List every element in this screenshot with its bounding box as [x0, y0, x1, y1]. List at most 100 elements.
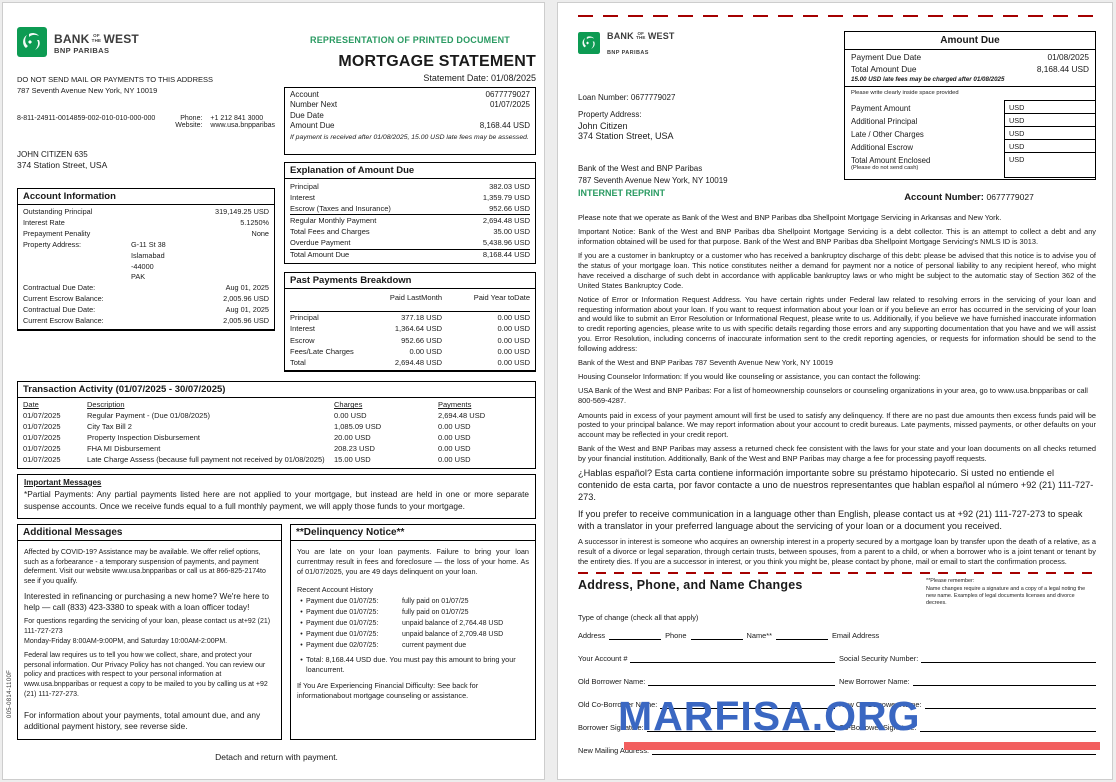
borrower-signature-field[interactable]: [646, 722, 835, 732]
explanation-title: Explanation of Amount Due: [285, 163, 535, 180]
phone-value: +1 212 841 3000: [210, 114, 264, 122]
transaction-activity-title: Transaction Activity (01/07/2025 - 30/07…: [18, 382, 535, 399]
old-borrower-label: Old Borrower Name:: [578, 676, 646, 686]
past-payments-row: Fees/Late Charges 0.00 USD 0.00 USD: [290, 346, 530, 356]
transaction-row: 01/07/2025 Property Inspection Disburseme…: [23, 432, 471, 442]
old-coborrower-field[interactable]: [660, 699, 835, 709]
old-borrower-field[interactable]: [648, 676, 835, 686]
recent-account-history-title: Recent Account History: [297, 585, 373, 595]
explanation-row: Interest 1,359.79 USD: [290, 192, 530, 202]
successor-notice-paragraph: A successor in interest is someone who a…: [578, 537, 1096, 566]
loan-number: Loan Number: 0677779027: [578, 93, 676, 102]
account-info-row: Prepayment Penality None: [23, 228, 269, 238]
type-of-change-label: Type of change (check all that apply): [578, 612, 699, 622]
page-2-payment-coupon: BANK OF THE WEST BNP PARIBAS Loan Number…: [557, 2, 1113, 780]
late-other-charges-input[interactable]: USD: [1004, 126, 1096, 140]
logo-ofthe-word: OF THE: [636, 30, 646, 40]
notice-paragraph: Bank of the West and BNP Paribas may ass…: [578, 444, 1096, 464]
property-name: John Citizen: [578, 121, 628, 131]
logo-west-word: WEST: [647, 31, 675, 41]
sender-address: 787 Seventh Avenue New York, NY 10019: [17, 85, 158, 95]
notice-paragraph: If you are a customer in bankruptcy or a…: [578, 251, 1096, 290]
write-clearly-note: Please write clearly inside space provid…: [851, 90, 959, 96]
notice-paragraph: USA Bank of the West and BNP Paribas: Fo…: [578, 386, 1088, 406]
history-total: • Total: 8,168.44 USD due. You must pay t…: [297, 655, 529, 675]
summary-row: Number Next 01/07/2025: [290, 100, 530, 110]
statement-date: Statement Date: 01/08/2025: [423, 73, 536, 83]
your-account-label: Your Account #: [578, 653, 628, 663]
site-watermark: MARFISA.ORG: [618, 693, 921, 739]
no-mail-notice: DO NOT SEND MAIL OR PAYMENTS TO THIS ADD…: [17, 75, 214, 84]
important-messages-body: *Partial Payments: Any partial payments …: [24, 489, 529, 511]
explanation-total-row: Total Amount Due 8,168.44 USD: [290, 248, 530, 260]
checkbox-blank-phone[interactable]: [690, 630, 743, 640]
additional-principal-input[interactable]: USD: [1004, 113, 1096, 127]
explanation-row: Total Fees and Charges 35.00 USD: [290, 227, 530, 237]
explanation-row: Regular Monthly Payment 2,694.48 USD: [290, 214, 530, 225]
past-payments-row: Escrow 952.66 USD 0.00 USD: [290, 335, 530, 345]
additional-message: Federal law requires us to tell you how …: [24, 651, 268, 698]
important-messages-title: Important Messages: [24, 477, 102, 487]
additional-message: For questions regarding the servicing of…: [24, 618, 271, 645]
logo-ofthe-word: OF THE: [91, 33, 102, 43]
col-paid-ytd: Paid Year toDate: [473, 292, 530, 302]
logo-subbrand: BNP PARIBAS: [607, 50, 649, 56]
notice-paragraph: Please note that we operate as Bank of t…: [578, 213, 1002, 222]
new-borrower-field[interactable]: [912, 676, 1096, 686]
coborrower-signature-label: Co-Borrower Signature:: [839, 722, 917, 732]
detach-instruction: Detach and return with payment.: [215, 752, 338, 763]
explanation-row: Overdue Payment 5,438.96 USD: [290, 238, 530, 248]
late-other-charges-row: Late / Other Charges USD: [845, 126, 1096, 140]
checkbox-label-phone: Phone: [665, 630, 687, 640]
delinquency-notice-box: **Delinquency Notice** You are late on y…: [290, 523, 536, 741]
account-info-row: Current Escrow Balance: 2,005.96 USD: [23, 294, 269, 304]
notice-paragraph: Notice of Error or Information Request A…: [578, 294, 1096, 353]
additional-message: Interested in refinancing or purchasing …: [24, 590, 269, 613]
checkbox-blank-name[interactable]: [775, 630, 828, 640]
transaction-activity-box: Transaction Activity (01/07/2025 - 30/07…: [17, 381, 536, 469]
page-title: MORTGAGE STATEMENT: [338, 53, 536, 70]
borrower-signature-label: Borrower Signature:: [578, 722, 644, 732]
total-enclosed-input[interactable]: USD: [1004, 152, 1096, 178]
coborrower-signature-field[interactable]: [919, 722, 1096, 732]
notice-paragraph: Amounts paid in excess of your payment a…: [578, 410, 1096, 440]
account-info-row: Interest Rate 5.1250%: [23, 217, 269, 227]
new-mailing-address-field[interactable]: [652, 745, 1096, 755]
late-fee-note: 15.00 USD late fees may be charged after…: [845, 74, 1095, 87]
transaction-row: 01/07/2025 Late Charge Assess (because fu…: [23, 454, 471, 464]
bank-logo-icon: [578, 31, 600, 59]
additional-escrow-input[interactable]: USD: [1004, 139, 1096, 153]
account-summary-box: Account 0677779027 Number Next 01/07/2025 …: [284, 87, 536, 156]
checkbox-blank-address[interactable]: [609, 630, 662, 640]
financial-difficulty-note: If You Are Experiencing Financial Diffic…: [297, 681, 479, 701]
past-payments-row: Total 2,694.48 USD 0.00 USD: [290, 358, 530, 368]
new-coborrower-field[interactable]: [924, 699, 1096, 709]
col-paid-last-month: Paid LastMonth: [389, 292, 442, 302]
website-value: www.usa.bnpparibas: [210, 121, 275, 129]
bullet-icon: •: [300, 641, 303, 649]
logo-subbrand: BNP PARIBAS: [54, 45, 110, 55]
notice-paragraph: Bank of the West and BNP Paribas 787 Sev…: [578, 357, 834, 367]
form-code-vertical: 005-0814-1100F: [7, 669, 14, 719]
history-item: • Payment due 01/07/25: fully paid on 01/0…: [297, 608, 529, 619]
total-enclosed-row: Total Amount Enclosed (Please do not sen…: [845, 152, 1096, 179]
bank-name: Bank of the West and BNP Paribas: [578, 164, 703, 173]
tear-line-middle: [578, 572, 1096, 575]
ssn-field[interactable]: [921, 653, 1096, 663]
past-payments-title: Past Payments Breakdown: [285, 273, 535, 289]
account-information-title: Account Information: [18, 189, 274, 205]
property-address-label: Property Address:: [578, 110, 642, 119]
history-item: • Payment due 01/07/25: fully paid on 01/0…: [297, 597, 529, 608]
transaction-row: 01/07/2025 FHA MI Disbursement 208.23 USD 0…: [23, 443, 471, 453]
change-type-checkboxes: Address Phone Name** Email Address: [578, 630, 1096, 640]
explanation-row: Escrow (Taxes and Insurance) 952.66 USD: [290, 203, 530, 213]
payment-amount-row: Payment Amount USD: [845, 100, 1096, 114]
account-information-box: Account Information Outstanding Principa…: [17, 187, 275, 332]
your-account-field[interactable]: [630, 653, 835, 663]
payment-amount-input[interactable]: USD: [1004, 100, 1096, 114]
bank-logo-icon: [17, 27, 47, 59]
checkbox-label-name: Name**: [746, 630, 772, 640]
recipient-address: 374 Station Street, USA: [17, 159, 108, 170]
bank-logo: BANK OF THE WEST BNP PARIBAS: [17, 27, 275, 59]
